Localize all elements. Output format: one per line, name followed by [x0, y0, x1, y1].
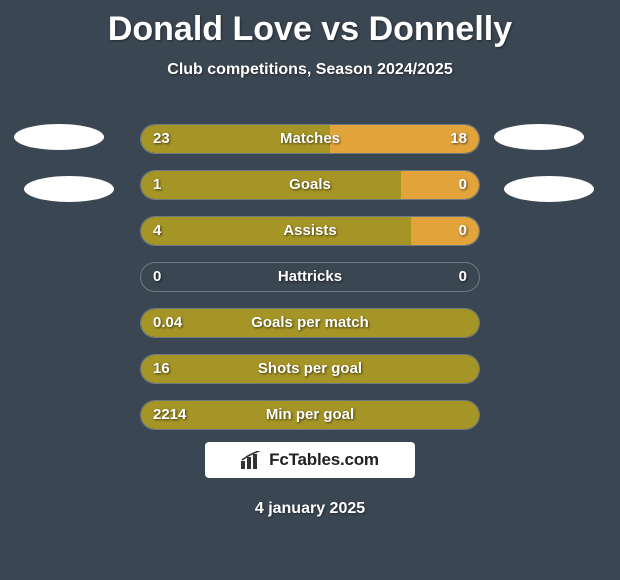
chart-icon	[241, 451, 263, 469]
subtitle: Club competitions, Season 2024/2025	[0, 61, 620, 79]
page-title: Donald Love vs Donnelly	[0, 0, 620, 49]
logo-text: FcTables.com	[269, 450, 379, 470]
stat-row: 00Hattricks	[140, 262, 480, 292]
stat-label: Min per goal	[141, 401, 479, 429]
date-label: 4 january 2025	[0, 500, 620, 518]
comparison-chart: 2318Matches 10Goals 40Assists 00Hattricks 0.…	[140, 124, 480, 446]
stat-row: 2214Min per goal	[140, 400, 480, 430]
stat-row: 0.04Goals per match	[140, 308, 480, 338]
player-shape	[504, 176, 594, 202]
stat-label: Assists	[141, 217, 479, 245]
stat-label: Hattricks	[141, 263, 479, 291]
stat-row: 16Shots per goal	[140, 354, 480, 384]
stat-label: Matches	[141, 125, 479, 153]
stat-label: Goals per match	[141, 309, 479, 337]
fctables-logo[interactable]: FcTables.com	[205, 442, 415, 478]
player-shape	[14, 124, 104, 150]
stat-row: 2318Matches	[140, 124, 480, 154]
stat-row: 40Assists	[140, 216, 480, 246]
stat-row: 10Goals	[140, 170, 480, 200]
stat-label: Goals	[141, 171, 479, 199]
player-shape	[24, 176, 114, 202]
player-shape	[494, 124, 584, 150]
stat-label: Shots per goal	[141, 355, 479, 383]
